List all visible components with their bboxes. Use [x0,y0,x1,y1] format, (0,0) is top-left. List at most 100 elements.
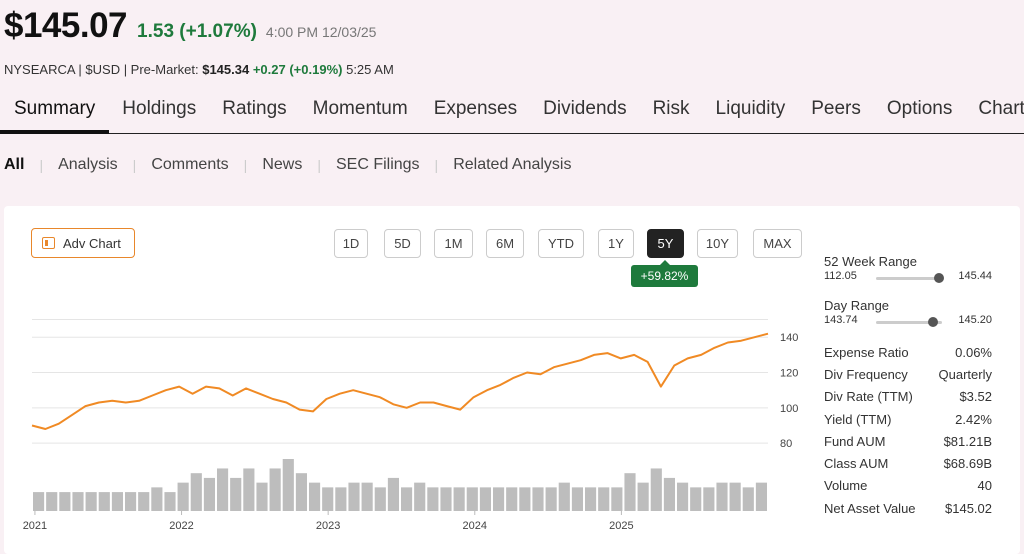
volume-bar [427,487,439,511]
volume-bar [125,492,137,511]
day-high: 145.20 [958,314,992,326]
volume-bar [322,487,334,511]
volume-bar [203,477,215,511]
range-button-max[interactable]: MAX [753,229,802,258]
volume-bar [729,482,741,511]
range-button-ytd[interactable]: YTD [538,229,584,258]
volume-bar [309,482,321,511]
volume-bar [453,487,465,511]
subnav-news[interactable]: News [262,156,303,173]
stat-label: Volume [824,478,868,494]
adv-chart-button[interactable]: Adv Chart [31,228,135,258]
tab-expenses[interactable]: Expenses [433,98,518,119]
stat-label: Class AUM [824,456,889,472]
range-button-10y[interactable]: 10Y [697,229,738,258]
subnav-related-analysis[interactable]: Related Analysis [453,156,572,173]
subnav-sec-filings[interactable]: SEC Filings [335,156,420,173]
stat-row: Net Asset Value $145.02 [824,497,992,519]
subnav-divider: | [434,157,439,173]
volume-bar [479,487,491,511]
stat-label: Fund AUM [824,433,886,449]
tab-ratings[interactable]: Ratings [222,98,287,119]
stat-row: Class AUM $68.69B [824,452,992,474]
volume-bar [85,492,97,511]
volume-bar [519,487,531,511]
subnav-all[interactable]: All [4,156,25,173]
tab-summary[interactable]: Summary [0,88,110,134]
range-button-1y[interactable]: 1Y [598,229,634,258]
stat-value: 40 [977,478,992,494]
stat-label: Div Frequency [824,366,908,382]
range-button-5d[interactable]: 5D [384,229,421,258]
week52-range-label: 52 Week Range [824,254,917,269]
stat-value: Quarterly [938,366,992,382]
volume-bar [650,468,662,511]
tab-risk[interactable]: Risk [652,98,690,119]
volume-bar [755,482,767,511]
range-button-1m[interactable]: 1M [434,229,473,258]
range-track [876,277,942,280]
volume-bar [138,492,150,511]
volume-bar [585,487,597,511]
tab-momentum[interactable]: Momentum [312,98,408,119]
price-chart: 80 100 120 140 2021 2022 2023 2024 2025 [23,319,798,532]
range-button-6m[interactable]: 6M [486,229,524,258]
x-tick-label: 2021 [23,520,47,532]
stat-value: 2.42% [955,411,992,427]
tab-charting[interactable]: Charting [978,98,1024,119]
week52-high: 145.44 [958,270,992,282]
y-tick-label: 80 [780,438,792,450]
volume-bar [217,468,229,511]
stat-value: $145.02 [945,500,992,516]
premarket-time: 5:25 AM [346,62,394,77]
range-button-1d[interactable]: 1D [334,229,368,258]
chart-icon [42,237,55,249]
price-change: 1.53 (+1.07%) [137,21,257,42]
volume-bar [545,487,557,511]
quote-timestamp: 4:00 PM 12/03/25 [265,24,377,40]
main-tabs: Summary Holdings Ratings Momentum Expens… [0,88,1024,134]
volume-bar [72,492,84,511]
sub-navigation: All | Analysis | Comments | News | SEC F… [4,156,571,174]
subnav-analysis[interactable]: Analysis [58,156,118,173]
volume-bar [46,492,58,511]
volume-bar [598,487,610,511]
y-tick-label: 120 [780,368,798,380]
volume-bar [33,492,45,511]
quote-meta: NYSEARCA | $USD | Pre-Market: $145.34 +0… [4,62,394,77]
volume-bar [506,487,518,511]
volume-bar [558,482,570,511]
volume-bar [414,482,426,511]
subnav-divider: | [39,157,44,173]
week52-marker [934,273,945,283]
adv-chart-label: Adv Chart [63,235,121,251]
current-price: $145.07 [4,6,128,45]
volume-bar [269,468,281,511]
volume-bar [177,482,189,511]
volume-bar [716,482,728,511]
quote-header: $145.07 1.53 (+1.07%) 4:00 PM 12/03/25 [4,6,376,46]
volume-bar [256,482,268,511]
volume-bar [663,477,675,511]
volume-bar [295,473,307,511]
fund-stats-panel: 52 Week Range 112.05 145.44 Day Range 14… [824,254,992,519]
stat-row: Yield (TTM) 2.42% [824,408,992,430]
volume-bar [230,477,242,511]
tab-peers[interactable]: Peers [811,98,861,119]
tab-holdings[interactable]: Holdings [122,98,197,119]
volume-bar [387,477,399,511]
stat-label: Net Asset Value [824,500,916,516]
y-tick-label: 140 [780,332,798,344]
tab-liquidity[interactable]: Liquidity [715,98,786,119]
volume-bar [440,487,452,511]
tab-dividends[interactable]: Dividends [543,98,627,119]
x-tick-label: 2022 [169,520,193,532]
stats-list: Expense Ratio 0.06% Div Frequency Quarterl… [824,341,992,519]
volume-bar [348,482,360,511]
tab-options[interactable]: Options [886,98,953,119]
range-button-5y[interactable]: 5Y [647,229,684,258]
stat-label: Expense Ratio [824,344,909,360]
volume-bar [703,487,715,511]
stat-value: $3.52 [959,389,992,405]
subnav-comments[interactable]: Comments [151,156,229,173]
